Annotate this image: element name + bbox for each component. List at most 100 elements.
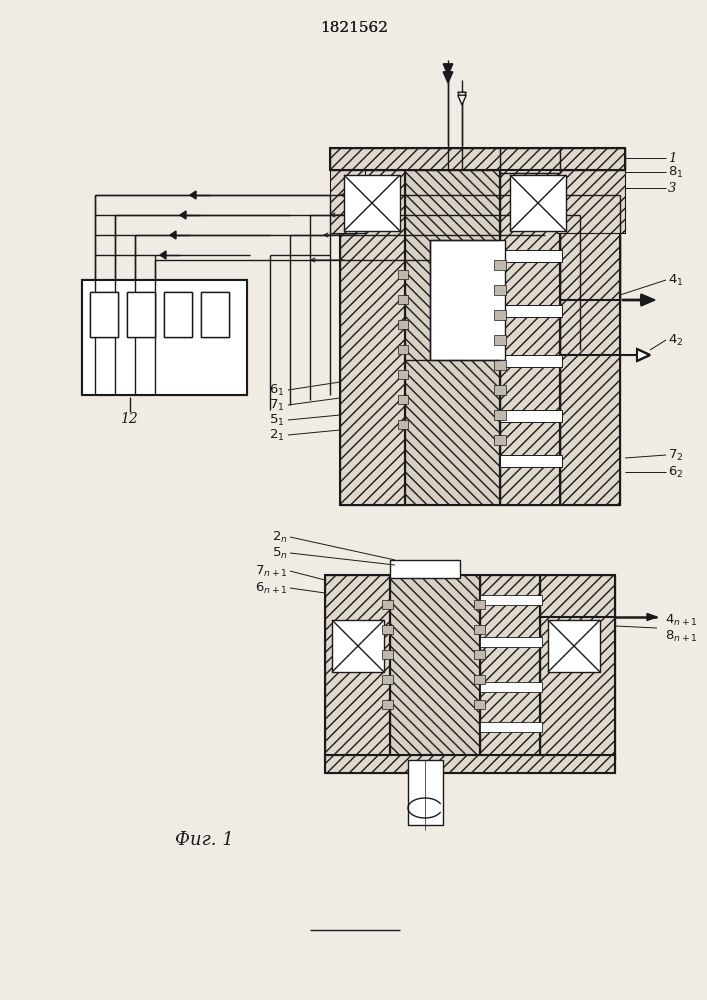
Bar — [325, 755, 615, 773]
Bar — [500, 410, 562, 422]
Polygon shape — [160, 251, 166, 259]
Bar — [500, 148, 560, 173]
Bar — [398, 320, 408, 329]
Text: 12: 12 — [120, 412, 138, 426]
Bar — [494, 260, 506, 270]
Text: 3: 3 — [668, 182, 677, 194]
Bar — [480, 637, 542, 647]
Bar — [127, 292, 155, 337]
Text: $4_2$: $4_2$ — [668, 332, 684, 348]
Bar — [340, 165, 405, 505]
Bar — [480, 682, 542, 692]
Bar — [560, 165, 620, 505]
Bar — [500, 250, 562, 262]
Bar — [164, 292, 192, 337]
Bar — [325, 755, 615, 773]
Bar — [510, 175, 566, 231]
Bar — [398, 270, 408, 279]
Bar — [474, 700, 485, 709]
Bar — [494, 435, 506, 445]
Bar — [382, 700, 393, 709]
Polygon shape — [637, 349, 650, 361]
Bar — [390, 575, 480, 760]
Bar — [474, 625, 485, 634]
Bar — [548, 620, 600, 672]
Bar — [474, 600, 485, 609]
Text: $4_1$: $4_1$ — [668, 272, 684, 288]
Bar — [340, 165, 405, 505]
Bar — [480, 595, 542, 605]
Bar — [344, 175, 400, 231]
Bar — [494, 385, 506, 395]
Bar — [90, 292, 118, 337]
Bar — [430, 240, 505, 360]
Text: 1821562: 1821562 — [320, 21, 388, 35]
Bar — [557, 148, 625, 233]
Bar — [500, 148, 560, 173]
Bar — [127, 292, 155, 337]
Text: 1821562: 1821562 — [320, 21, 388, 35]
Bar — [408, 760, 443, 825]
Text: $6_{n+1}$: $6_{n+1}$ — [255, 580, 288, 596]
Bar — [398, 395, 408, 404]
Bar — [398, 420, 408, 429]
Bar — [82, 280, 247, 395]
Bar — [480, 575, 540, 760]
Polygon shape — [647, 613, 657, 620]
Bar — [330, 148, 625, 170]
Text: 1: 1 — [668, 151, 677, 164]
Text: $6_1$: $6_1$ — [269, 382, 285, 398]
Bar — [540, 575, 615, 760]
Text: $8_{n+1}$: $8_{n+1}$ — [665, 628, 698, 644]
Polygon shape — [458, 92, 466, 102]
Polygon shape — [170, 231, 176, 239]
Bar — [82, 280, 247, 395]
Bar — [494, 410, 506, 420]
Bar — [382, 600, 393, 609]
Bar — [405, 165, 500, 505]
Text: $7_{n+1}$: $7_{n+1}$ — [255, 563, 288, 579]
Text: $7_2$: $7_2$ — [668, 447, 684, 463]
Bar — [90, 292, 118, 337]
Bar — [201, 292, 229, 337]
Bar — [500, 355, 562, 367]
Text: $2_n$: $2_n$ — [272, 529, 288, 545]
Text: $8_1$: $8_1$ — [668, 164, 684, 180]
Bar — [500, 455, 562, 467]
Bar — [494, 285, 506, 295]
Bar — [325, 575, 390, 760]
Text: $5_1$: $5_1$ — [269, 412, 285, 428]
Bar — [382, 650, 393, 659]
Bar — [201, 292, 229, 337]
Bar — [474, 675, 485, 684]
Bar — [332, 620, 384, 672]
Bar — [382, 675, 393, 684]
Bar — [164, 292, 192, 337]
Polygon shape — [443, 72, 452, 83]
Bar — [480, 575, 540, 760]
Bar — [390, 575, 480, 760]
Polygon shape — [443, 64, 452, 75]
Text: $4_{n+1}$: $4_{n+1}$ — [665, 612, 698, 628]
Bar — [480, 722, 542, 732]
Text: $2_1$: $2_1$ — [269, 427, 285, 443]
Text: $5_n$: $5_n$ — [272, 545, 288, 561]
Polygon shape — [180, 211, 186, 219]
Bar — [390, 560, 460, 578]
Bar — [500, 165, 560, 505]
Bar — [474, 650, 485, 659]
Bar — [494, 335, 506, 345]
Polygon shape — [458, 95, 466, 105]
Text: $7_1$: $7_1$ — [269, 397, 285, 413]
Bar — [560, 165, 620, 505]
Bar — [500, 305, 562, 317]
Bar — [494, 310, 506, 320]
Bar — [540, 575, 615, 760]
Bar — [325, 575, 390, 760]
Bar — [494, 360, 506, 370]
Bar — [500, 165, 560, 505]
Bar — [382, 625, 393, 634]
Polygon shape — [190, 191, 196, 199]
Text: Фиг. 1: Фиг. 1 — [175, 831, 234, 849]
Bar — [330, 148, 625, 170]
